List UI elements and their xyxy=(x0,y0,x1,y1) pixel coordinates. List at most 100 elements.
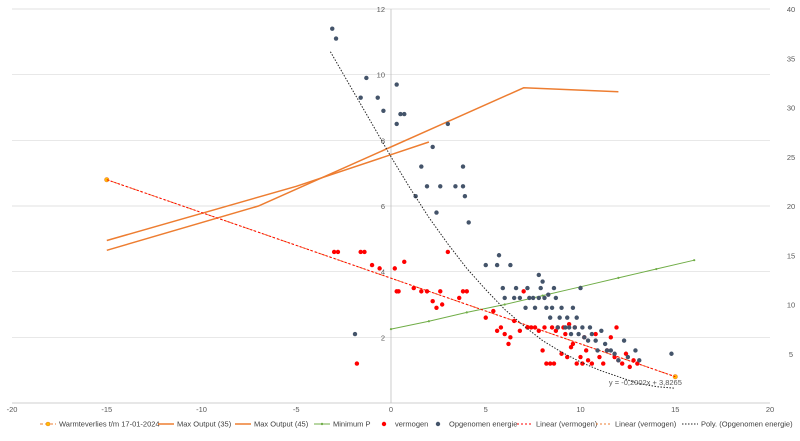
vermogen-point xyxy=(627,364,632,370)
y-right-tick-label: 25 xyxy=(787,153,795,162)
vermogen-point xyxy=(612,354,617,360)
opgenomen-point xyxy=(330,26,335,31)
vermogen-point xyxy=(570,341,576,347)
legend-item: Minimum P xyxy=(314,420,371,429)
minimum-p-marker xyxy=(389,328,393,331)
minimum-p-marker xyxy=(427,320,430,323)
vermogen-point xyxy=(377,266,382,271)
legend-label: Minimum P xyxy=(333,420,371,429)
opgenomen-point xyxy=(496,253,502,258)
opgenomen-point xyxy=(511,295,517,301)
vermogen-point xyxy=(521,289,526,294)
vermogen-point xyxy=(419,289,424,294)
vermogen-point xyxy=(574,361,579,366)
vermogen-point xyxy=(635,361,640,366)
opgenomen-point xyxy=(599,328,604,333)
trendline-equation: y = -0,2002x + 3,8265 xyxy=(609,378,682,387)
vermogen-point xyxy=(593,331,598,337)
x-tick-label: 15 xyxy=(671,405,679,414)
opgenomen-point xyxy=(621,338,627,343)
legend-swatch-marker xyxy=(381,421,387,427)
opgenomen-point xyxy=(542,295,547,301)
x-tick-label: -20 xyxy=(7,405,18,414)
vermogen-point xyxy=(536,328,542,333)
vermogen-point xyxy=(585,358,591,363)
opgenomen-point xyxy=(553,295,559,301)
y-left-tick-label: 6 xyxy=(381,202,385,211)
x-tick-label: 5 xyxy=(484,405,488,414)
minimum-p-marker xyxy=(503,303,506,306)
vermogen-point xyxy=(402,259,407,265)
opgenomen-point xyxy=(566,325,572,330)
y-right-tick-label: 20 xyxy=(787,202,795,211)
vermogen-point xyxy=(498,325,504,330)
opgenomen-point xyxy=(608,348,614,353)
opgenomen-point xyxy=(434,210,439,215)
x-tick-label: -15 xyxy=(101,405,112,414)
opgenomen-point xyxy=(502,295,507,301)
opgenomen-point xyxy=(532,305,538,310)
y-right-tick-label: 5 xyxy=(789,350,793,359)
opgenomen-point xyxy=(585,338,591,343)
minimum-p-marker xyxy=(465,311,468,314)
opgenomen-point xyxy=(430,144,435,150)
legend-item: Warmteverlies t/m 17-01-2024 xyxy=(40,420,160,429)
legend-item: Max Output (35) xyxy=(158,420,232,429)
vermogen-point xyxy=(551,361,557,366)
opgenomen-point xyxy=(593,338,598,343)
legend-label: Max Output (35) xyxy=(177,420,232,429)
vermogen-point xyxy=(542,325,547,330)
opgenomen-point xyxy=(453,184,458,189)
legend-item: vermogen xyxy=(381,420,428,429)
x-tick-label: -5 xyxy=(293,405,300,414)
opgenomen-point xyxy=(483,262,488,268)
vermogen-point xyxy=(434,305,439,310)
x-tick-label: 20 xyxy=(766,405,774,414)
opgenomen-point xyxy=(333,36,339,41)
opgenomen-point xyxy=(559,305,564,310)
series-line-linear-vermogen xyxy=(106,179,676,378)
legend-item: Opgenomen energie xyxy=(435,420,517,429)
opgenomen-point xyxy=(576,331,581,337)
vermogen-point xyxy=(525,325,530,330)
opgenomen-point xyxy=(578,285,583,291)
opgenomen-point xyxy=(587,325,593,330)
opgenomen-point xyxy=(568,331,574,337)
legend-item: Linear (vermogen) xyxy=(517,420,598,429)
opgenomen-point xyxy=(612,351,617,356)
opgenomen-point xyxy=(445,121,451,127)
opgenomen-point xyxy=(460,164,466,169)
opgenomen-point xyxy=(402,111,407,117)
vermogen-point xyxy=(358,249,363,255)
vermogen-point xyxy=(457,295,462,301)
opgenomen-point xyxy=(462,193,468,199)
x-tick-label: -10 xyxy=(196,405,207,414)
vermogen-point xyxy=(540,348,545,353)
opgenomen-point xyxy=(625,354,631,360)
vermogen-point xyxy=(396,289,401,294)
opgenomen-point xyxy=(565,315,570,320)
legend-item: Poly. (Opgenomen energie) xyxy=(682,420,793,429)
opgenomen-point xyxy=(595,348,600,353)
opgenomen-point xyxy=(669,351,674,356)
vermogen-point xyxy=(623,351,629,356)
vermogen-point xyxy=(547,361,553,366)
opgenomen-point xyxy=(460,184,466,189)
opgenomen-point xyxy=(570,305,576,310)
vermogen-point xyxy=(517,328,523,333)
y-left-tick-label: 8 xyxy=(381,136,385,145)
vermogen-point xyxy=(619,361,625,366)
vermogen-point xyxy=(354,361,360,366)
opgenomen-point xyxy=(589,331,595,337)
vermogen-point xyxy=(544,361,549,366)
vermogen-point xyxy=(331,249,337,255)
legend-item: Max Output (45) xyxy=(235,420,309,429)
legend-label: Opgenomen energie xyxy=(449,420,517,429)
opgenomen-point xyxy=(513,285,519,291)
opgenomen-point xyxy=(523,305,528,310)
legend-label: vermogen xyxy=(395,420,428,429)
vermogen-point xyxy=(502,331,507,337)
axis-layer: -20 -15 -10 -5 0 5 10 15 20 2 4 6 8 10 12 5 10 15 20 25 30 35… xyxy=(7,5,796,414)
vermogen-point xyxy=(445,249,451,255)
